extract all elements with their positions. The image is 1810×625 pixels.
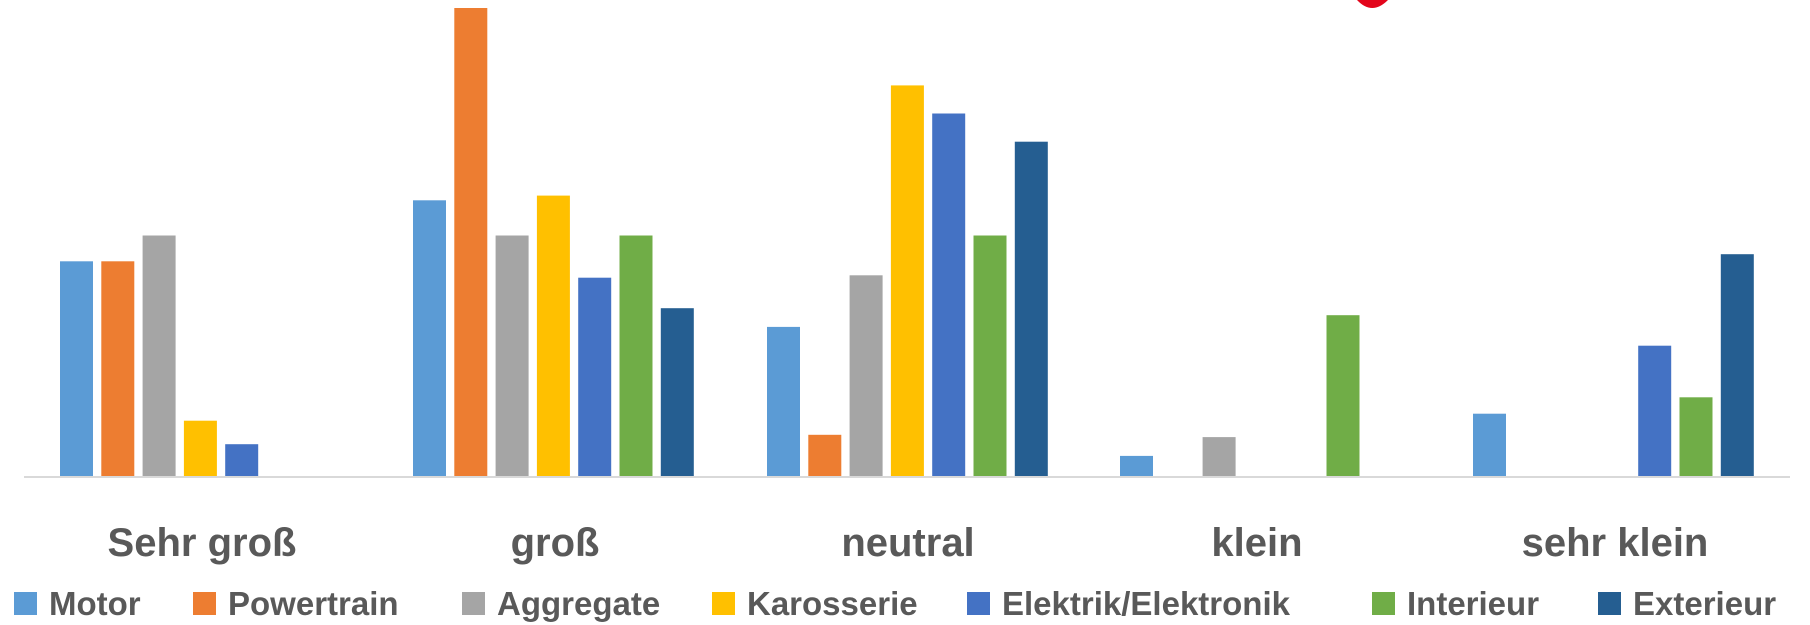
bar — [495, 235, 529, 477]
bar — [101, 261, 135, 477]
bar — [619, 235, 653, 477]
legend-item: Motor — [14, 585, 141, 622]
bar — [1720, 254, 1754, 477]
legend-label: Motor — [49, 585, 141, 622]
bars-group — [60, 8, 1754, 478]
bar — [142, 235, 176, 477]
legend-item: Aggregate — [462, 585, 660, 622]
legend-swatch — [14, 592, 37, 615]
category-label: Sehr groß — [108, 521, 297, 565]
bar — [849, 275, 883, 477]
legend-item: Elektrik/Elektronik — [967, 585, 1291, 622]
category-label: groß — [511, 521, 600, 565]
bar — [932, 113, 966, 477]
bar — [225, 444, 259, 477]
legend: Motor Powertrain Aggregate Karosserie El… — [14, 585, 1776, 622]
bar — [890, 85, 924, 478]
bar — [1473, 413, 1506, 477]
legend-label: Karosserie — [747, 585, 918, 622]
bar — [808, 434, 842, 477]
legend-label: Interieur — [1407, 585, 1539, 622]
legend-swatch — [1372, 592, 1395, 615]
legend-label: Aggregate — [497, 585, 660, 622]
bar — [1326, 315, 1360, 477]
legend-swatch — [712, 592, 735, 615]
legend-swatch — [1598, 592, 1621, 615]
legend-label: Exterieur — [1633, 585, 1776, 622]
bar — [767, 326, 800, 477]
legend-label: Powertrain — [228, 585, 399, 622]
category-label: sehr klein — [1522, 521, 1709, 565]
legend-label: Elektrik/Elektronik — [1002, 585, 1291, 622]
category-label: klein — [1211, 521, 1302, 565]
legend-item: Exterieur — [1598, 585, 1776, 622]
legend-swatch — [193, 592, 216, 615]
bar — [1202, 437, 1236, 477]
bar — [578, 277, 612, 477]
bar — [1120, 455, 1153, 477]
bar — [413, 200, 446, 478]
bar — [183, 420, 217, 477]
bar — [660, 308, 694, 477]
bar — [454, 8, 488, 477]
legend-item: Karosserie — [712, 585, 918, 622]
legend-swatch — [967, 592, 990, 615]
bar — [1638, 345, 1672, 477]
bar — [1014, 141, 1048, 477]
legend-item: Interieur — [1372, 585, 1539, 622]
bar — [60, 261, 93, 477]
category-label: neutral — [841, 521, 974, 565]
bar — [536, 195, 570, 477]
legend-item: Powertrain — [193, 585, 399, 622]
category-labels: Sehr groß groß neutral klein sehr klein — [108, 521, 1709, 565]
bar — [973, 235, 1007, 477]
red-title-fragment — [1357, 0, 1388, 8]
bar — [1679, 397, 1713, 477]
legend-swatch — [462, 592, 485, 615]
